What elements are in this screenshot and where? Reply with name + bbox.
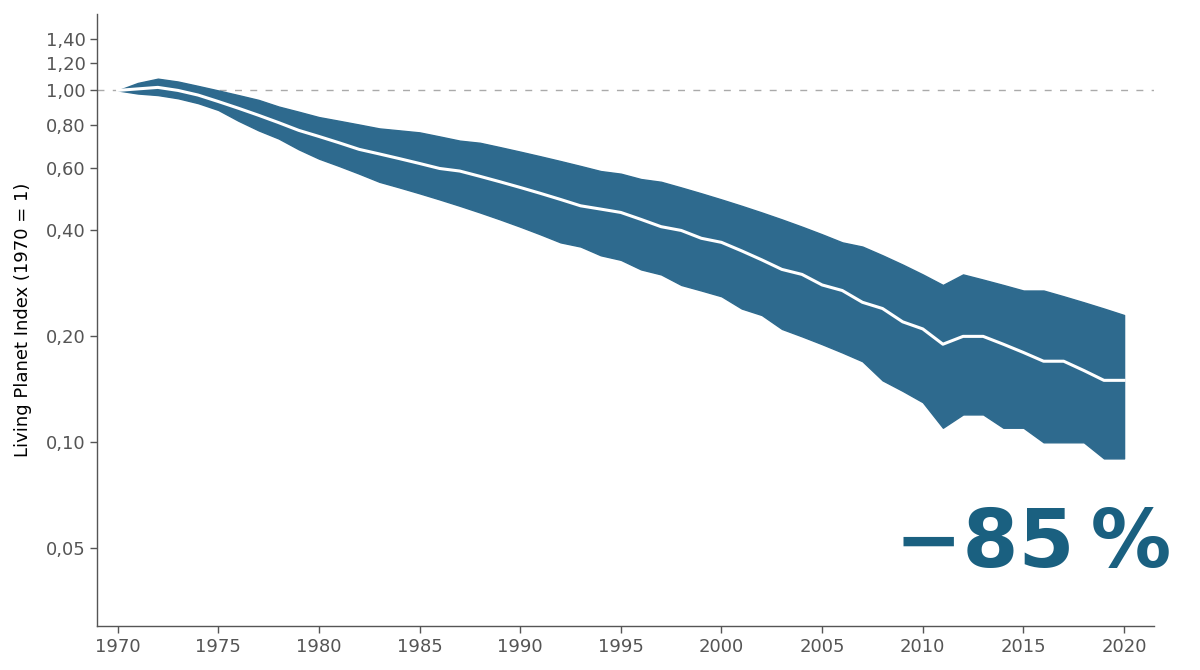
Y-axis label: Living Planet Index (1970 = 1): Living Planet Index (1970 = 1) [14,183,32,458]
Text: −85 %: −85 % [895,507,1171,584]
